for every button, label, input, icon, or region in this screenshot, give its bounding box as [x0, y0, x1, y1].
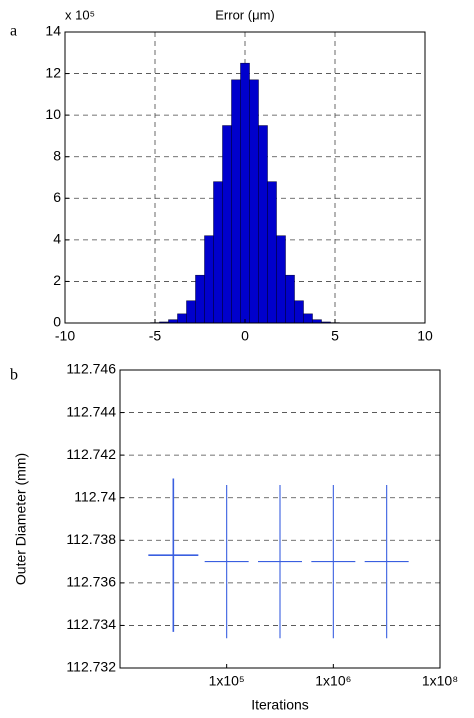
bar [294, 300, 304, 324]
panel-label: a [10, 23, 17, 40]
x-tick-label: 1x10⁵ [209, 673, 245, 689]
y-tick-label: 6 [53, 189, 61, 205]
y-tick-label: 10 [45, 106, 61, 122]
bar [195, 274, 205, 324]
bar [186, 300, 196, 324]
x-tick-label: 1x10⁶ [315, 673, 351, 689]
y-tick-label: 0 [53, 314, 61, 330]
bar [231, 79, 241, 324]
x-tick-label: 0 [241, 328, 249, 344]
y-tick-label: 112.732 [66, 659, 116, 675]
bar [240, 62, 250, 324]
bar [285, 274, 295, 324]
x-tick-label: -5 [149, 328, 162, 344]
bar [213, 181, 223, 324]
y-tick-label: 12 [45, 64, 61, 80]
bar [249, 79, 259, 324]
x-tick-label: 10 [417, 328, 433, 344]
plot-frame [119, 369, 441, 669]
y-multiplier: x 10⁵ [65, 7, 95, 22]
bar [258, 125, 268, 324]
y-tick-label: 8 [53, 147, 61, 163]
y-tick-label: 112.742 [66, 446, 116, 462]
bar [267, 181, 277, 324]
bar [303, 313, 313, 324]
x-tick-label: 1x10⁸ [422, 673, 458, 689]
y-tick-label: 112.736 [66, 574, 116, 590]
bar [177, 313, 187, 324]
x-axis-label: Iterations [251, 697, 309, 713]
panel-label: b [10, 367, 18, 384]
bar [222, 125, 232, 324]
y-tick-label: 4 [53, 231, 61, 247]
x-tick-label: 5 [331, 328, 339, 344]
y-tick-label: 14 [45, 23, 61, 39]
y-tick-label: 112.734 [66, 616, 116, 632]
bar [276, 235, 286, 324]
y-tick-label: 112.746 [66, 361, 116, 377]
y-tick-label: 112.74 [74, 488, 116, 504]
y-tick-label: 2 [53, 272, 61, 288]
y-axis-label: Outer Diameter (mm) [13, 453, 29, 585]
y-tick-label: 112.738 [66, 531, 116, 547]
chart-title: Error (μm) [215, 7, 274, 22]
x-tick-label: -10 [55, 328, 75, 344]
y-tick-label: 112.744 [66, 403, 116, 419]
bar [204, 235, 214, 324]
